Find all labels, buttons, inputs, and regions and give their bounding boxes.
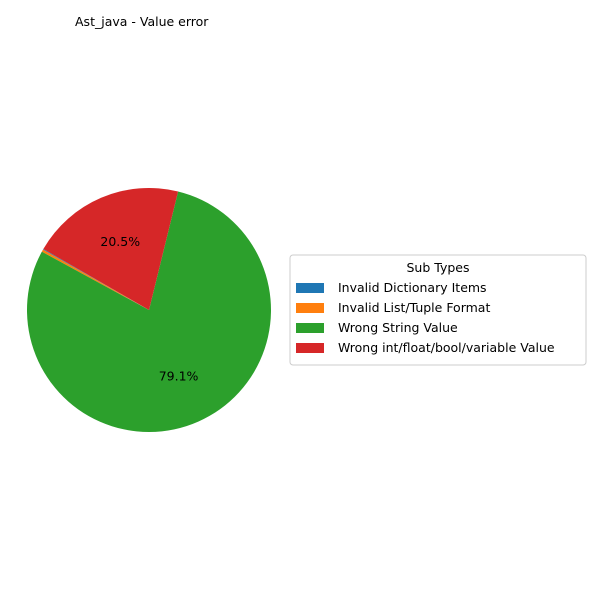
legend-frame bbox=[289, 254, 587, 366]
legend-swatch bbox=[296, 323, 324, 333]
chart-title: Ast_java - Value error bbox=[75, 14, 209, 29]
legend-title: Sub Types bbox=[407, 260, 470, 275]
legend-label: Wrong int/float/bool/variable Value bbox=[338, 340, 555, 355]
legend-swatch bbox=[296, 303, 324, 313]
slice-percent-label: 20.5% bbox=[100, 234, 140, 249]
legend: Sub Types Invalid Dictionary ItemsInvali… bbox=[289, 254, 587, 366]
pie-slice-2 bbox=[41, 249, 149, 310]
legend-label: Wrong String Value bbox=[338, 320, 458, 335]
legend-items: Invalid Dictionary Items Invalid List/Tup… bbox=[296, 280, 555, 355]
pie-slice-3 bbox=[26, 191, 271, 433]
pie-slice-labels: 79.1% 20.5% bbox=[100, 234, 198, 383]
pie-slice-1 bbox=[42, 249, 149, 310]
legend-swatch bbox=[296, 283, 324, 293]
legend-label: Invalid List/Tuple Format bbox=[338, 300, 490, 315]
pie-slice-4 bbox=[43, 188, 179, 310]
legend-swatch bbox=[296, 343, 324, 353]
pie-slices bbox=[26, 188, 271, 433]
slice-percent-label: 79.1% bbox=[159, 368, 199, 383]
legend-label: Invalid Dictionary Items bbox=[338, 280, 487, 295]
